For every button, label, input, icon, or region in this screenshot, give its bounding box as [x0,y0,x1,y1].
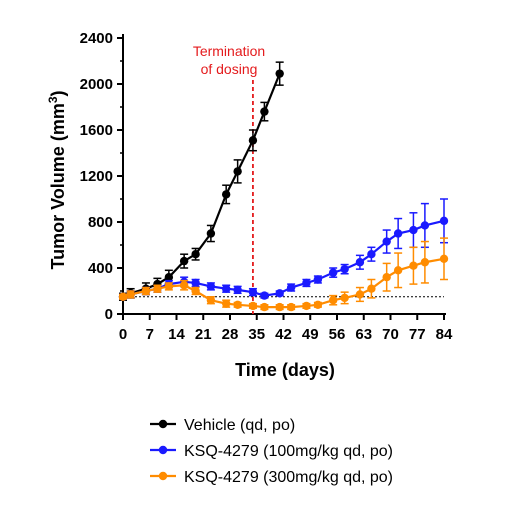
data-point [233,285,242,295]
data-point [409,261,418,270]
data-point [275,69,284,78]
data-point [221,190,231,199]
y-tick-label: 400 [88,260,113,277]
legend-label: Vehicle (qd, po) [184,417,295,434]
data-point [221,299,231,308]
data-point [275,289,284,298]
data-point [191,250,200,259]
data-point [206,296,216,305]
data-point [286,302,296,312]
data-point [260,107,269,116]
data-point [439,216,449,226]
series-1 [118,61,284,301]
data-point [382,273,391,282]
data-point [141,286,151,296]
axes: 0 400 800 1200 1600 2000 2400 0 7 14 21 28 35 42 49 56 6… [80,30,453,343]
y-tick-label: 2400 [80,30,113,47]
data-point [221,284,231,293]
legend: Vehicle (qd, po) KSQ-4279 (100mg/kg qd, p… [150,417,393,486]
data-point [153,284,162,293]
y-axis-title-sup: 3 [46,96,60,103]
series-3 [118,237,449,312]
data-point [179,281,189,290]
x-axis-title: Time (days) [235,360,335,380]
dosing-annotation: Termination of dosing [193,43,265,314]
data-point [340,293,349,303]
data-point [164,282,174,291]
x-tick-label: 14 [168,326,185,343]
data-point [260,302,269,312]
x-tick-label: 84 [436,326,453,343]
y-axis-title-main: Tumor Volume (mm [48,103,68,269]
legend-swatch-marker [158,471,168,481]
legend-item-3: KSQ-4279 (300mg/kg qd, po) [150,469,393,486]
data-point [313,300,323,309]
legend-swatch-marker [158,445,168,455]
data-point [233,300,242,309]
annotation-line-2: of dosing [201,61,258,77]
x-tick-label: 0 [119,326,127,343]
data-point [164,273,174,282]
x-tick-label: 70 [382,326,399,343]
legend-label: KSQ-4279 (300mg/kg qd, po) [184,469,393,486]
data-point [191,278,200,288]
data-point [206,229,216,238]
series-layer [118,61,449,312]
x-tick-label: 7 [146,326,154,343]
data-point [126,290,135,299]
data-point [439,254,449,263]
y-tick-label: 800 [88,214,113,231]
x-tick-label: 49 [302,326,319,343]
y-tick-label: 2000 [80,76,113,93]
data-point [409,225,418,235]
y-axis-title-close: ) [48,90,68,96]
data-point [367,284,376,293]
legend-swatch-marker [158,419,168,429]
data-point [393,229,403,238]
data-point [248,287,258,297]
data-point [206,282,216,291]
x-tick-label: 21 [195,326,212,343]
x-tick-label: 77 [409,326,426,343]
data-point [393,266,403,275]
y-tick-label: 1200 [80,168,113,185]
data-point [248,136,258,145]
data-point [420,221,430,230]
legend-label: KSQ-4279 (100mg/kg qd, po) [184,443,393,460]
data-point [340,264,349,274]
data-point [118,292,128,301]
annotation-line-1: Termination [193,43,265,59]
y-tick-label: 0 [105,306,113,323]
x-tick-label: 42 [275,326,292,343]
data-point [248,301,258,311]
data-point [313,275,323,284]
x-tick-label: 56 [329,326,346,343]
data-point [420,258,430,267]
data-point [191,286,200,296]
data-point [233,167,242,176]
x-tick-label: 35 [248,326,265,343]
data-point [328,268,338,277]
data-point [367,250,376,259]
data-point [286,283,296,292]
y-axis-title: Tumor Volume (mm3) [46,90,68,269]
x-tick-label: 28 [222,326,239,343]
data-point [179,256,189,266]
y-tick-label: 1600 [80,122,113,139]
series-line [122,73,281,298]
data-point [328,296,338,305]
data-point [355,290,365,299]
legend-item-1: Vehicle (qd, po) [150,417,295,434]
data-point [355,258,365,267]
data-point [275,302,284,312]
data-point [302,301,311,311]
x-tick-label: 63 [355,326,372,343]
data-point [302,278,311,288]
data-point [382,237,391,246]
data-point [260,291,269,300]
legend-item-2: KSQ-4279 (100mg/kg qd, po) [150,443,393,460]
